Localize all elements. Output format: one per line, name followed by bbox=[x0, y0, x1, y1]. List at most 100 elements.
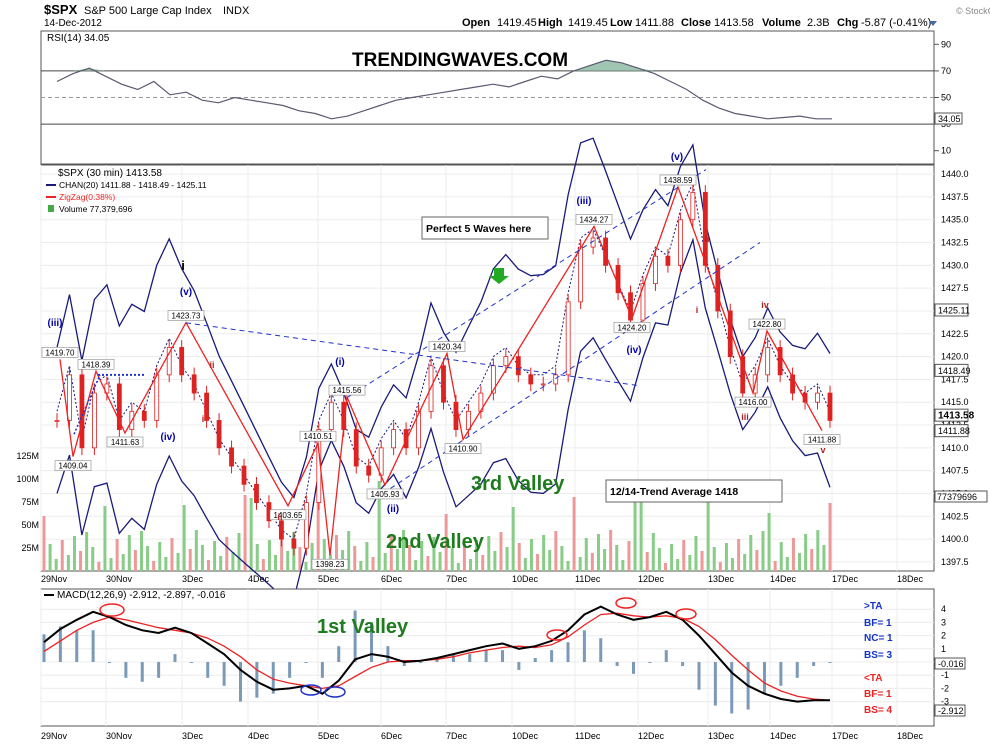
volume-bar bbox=[578, 557, 582, 571]
volume-bar bbox=[615, 545, 619, 571]
candle-body bbox=[303, 502, 309, 549]
pivot-label-box bbox=[734, 396, 772, 408]
date-tick-label: 4Dec bbox=[248, 574, 270, 584]
candle-body bbox=[640, 283, 646, 321]
macd-tick-label: -1 bbox=[941, 670, 949, 680]
macd-histogram-bar bbox=[91, 630, 95, 662]
candle-body bbox=[665, 255, 671, 266]
candle-body bbox=[815, 392, 820, 403]
macd-histogram-bar bbox=[58, 626, 62, 662]
volume-bar bbox=[785, 557, 789, 571]
volume-bar bbox=[158, 542, 162, 571]
price-tick-label: 1432.5 bbox=[941, 238, 969, 248]
candle-body bbox=[653, 255, 658, 285]
macd-panel: MACD(12,26,9) -2.912, -2.897, -0.016 1st… bbox=[40, 588, 966, 727]
candle-body bbox=[416, 410, 421, 449]
volume-bar bbox=[822, 545, 826, 571]
candle-body bbox=[366, 465, 372, 476]
candle-body bbox=[241, 465, 247, 485]
candle-body bbox=[553, 374, 559, 385]
volume-bar bbox=[724, 543, 728, 571]
pivot-label-box bbox=[659, 174, 697, 186]
date-tick-label: 5Dec bbox=[318, 731, 340, 741]
volume-bar bbox=[590, 553, 594, 571]
price-tick-label: 1407.5 bbox=[941, 466, 969, 476]
macd-histogram-bar bbox=[828, 662, 832, 663]
volume-bar bbox=[243, 495, 247, 571]
volume-bar bbox=[621, 560, 625, 571]
signal-note: NC= 1 bbox=[864, 633, 893, 644]
candle-body bbox=[204, 392, 210, 421]
pivot-label: 1420.34 bbox=[433, 342, 462, 351]
legend-chan: CHAN(20) 1411.88 - 1418.49 - 1425.11 bbox=[59, 180, 207, 190]
rsi-overbought-fill bbox=[73, 60, 655, 71]
rsi-line bbox=[56, 59, 832, 120]
macd-histogram-bar bbox=[108, 662, 111, 663]
volume-bar bbox=[798, 553, 802, 571]
volume-bar bbox=[353, 546, 357, 571]
volume-bar bbox=[139, 531, 143, 571]
volume-bar bbox=[603, 549, 607, 571]
volume-bar bbox=[609, 530, 613, 571]
dropdown-arrow-icon[interactable] bbox=[929, 21, 937, 26]
volume-bar bbox=[121, 554, 125, 571]
pivot-label: 1410.51 bbox=[304, 432, 333, 441]
volume-bar bbox=[682, 540, 686, 571]
zigzag-line bbox=[59, 185, 823, 556]
crossover-marker bbox=[546, 629, 568, 641]
volume-tick-label: 125M bbox=[16, 451, 39, 461]
volume-bar bbox=[97, 562, 101, 571]
macd-tick-label: -3 bbox=[941, 697, 949, 707]
rsi-last-box bbox=[934, 112, 963, 125]
crossover-markers bbox=[99, 597, 697, 698]
macd-right-label-box bbox=[934, 657, 966, 670]
volume-bar bbox=[432, 537, 436, 571]
wave-label: ii bbox=[704, 234, 709, 244]
pivot-label: 1403.65 bbox=[274, 511, 303, 520]
wave-label: iv bbox=[761, 300, 769, 310]
wave-label: (v) bbox=[180, 287, 192, 298]
macd-histogram-bar bbox=[763, 662, 766, 694]
volume-bar bbox=[450, 548, 454, 571]
date-tick-label: 30Nov bbox=[106, 731, 133, 741]
volume-bar bbox=[91, 547, 95, 571]
macd-histogram-bar bbox=[468, 654, 472, 662]
volume-bar bbox=[639, 490, 643, 571]
volume-tick-label: 50M bbox=[21, 520, 39, 530]
volume-bar bbox=[304, 562, 308, 571]
volume-bar bbox=[280, 536, 284, 571]
pivot-label: 1410.90 bbox=[449, 445, 478, 454]
volume-bar bbox=[767, 513, 771, 571]
rsi-last-value: 34.05 bbox=[938, 114, 961, 124]
candle-body bbox=[54, 420, 60, 422]
pivot-label: 1434.27 bbox=[580, 215, 609, 224]
macd-histogram-bar bbox=[730, 662, 734, 714]
volume-bar bbox=[267, 540, 271, 571]
volume-bar bbox=[359, 561, 363, 571]
legend-zigzag: ZigZag(0.38%) bbox=[59, 192, 115, 202]
macd-histogram-bar bbox=[42, 634, 46, 662]
wave-label: i bbox=[696, 305, 699, 315]
pivot-label-box bbox=[299, 430, 337, 442]
candle-body bbox=[765, 347, 771, 376]
candle-body bbox=[528, 374, 534, 385]
candle-body bbox=[727, 310, 733, 357]
price-tick-label: 1422.5 bbox=[941, 329, 969, 339]
volume-bar bbox=[48, 544, 52, 571]
date-tick-label: 11Dec bbox=[575, 574, 601, 584]
price-tick-label: 1420.0 bbox=[941, 352, 969, 362]
volume-bar bbox=[310, 543, 314, 571]
volume-bar bbox=[72, 536, 76, 571]
price-tick-label: 1430.0 bbox=[941, 260, 969, 270]
price-right-label-box bbox=[934, 424, 969, 438]
index-name: S&P 500 Large Cap Index bbox=[84, 5, 212, 17]
candle-body bbox=[578, 246, 584, 303]
wave-label: ii bbox=[209, 360, 214, 370]
volume-bar bbox=[505, 547, 509, 571]
volume-bar bbox=[408, 545, 412, 571]
volume-bar bbox=[152, 561, 156, 571]
candle-body bbox=[67, 374, 72, 421]
candle-body bbox=[565, 301, 571, 376]
volume-bar bbox=[347, 531, 351, 571]
macd-right-label: -2.912 bbox=[938, 706, 964, 716]
